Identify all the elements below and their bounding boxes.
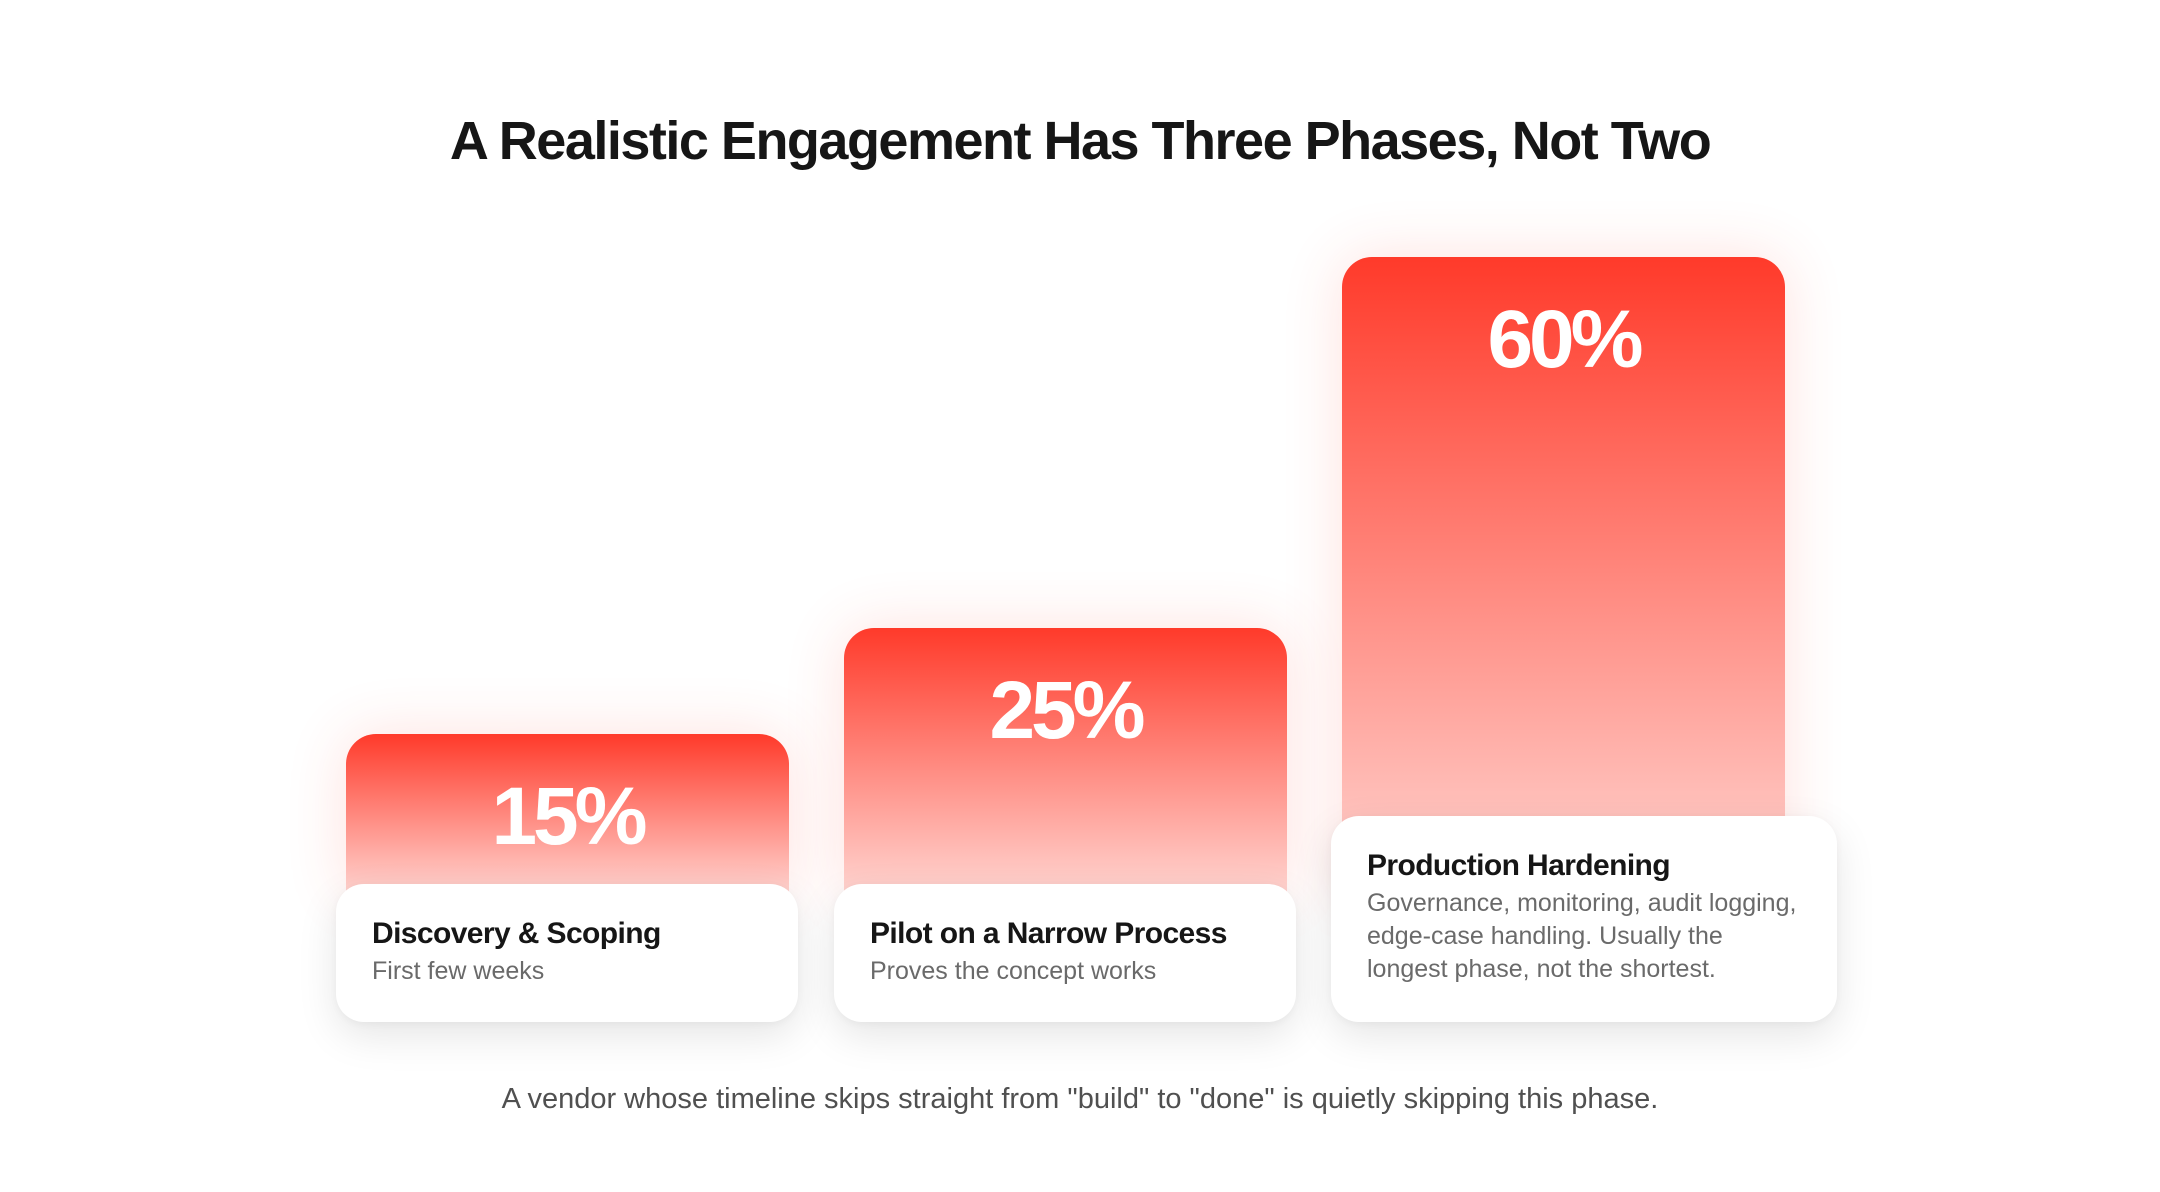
phase-card: Discovery & Scoping First few weeks	[336, 884, 798, 1022]
phase-title: Discovery & Scoping	[372, 917, 661, 950]
bar-3: 60%	[1342, 257, 1785, 893]
bar-value-label: 25%	[989, 665, 1145, 756]
phase-title: Production Hardening	[1367, 849, 1671, 882]
phase-title: Pilot on a Narrow Process	[870, 917, 1227, 950]
page-title: A Realistic Engagement Has Three Phases,…	[449, 111, 1712, 171]
phase-description: First few weeks	[372, 957, 545, 985]
footnote: A vendor whose timeline skips straight f…	[501, 1083, 1659, 1115]
bar-value-label: 15%	[491, 771, 647, 862]
bar-1: 15%	[346, 734, 789, 893]
phase-description: Proves the concept works	[870, 957, 1157, 985]
phase-card: Pilot on a Narrow Process Proves the conc…	[834, 884, 1296, 1022]
phase-description: Governance, monitoring, audit logging, e…	[1367, 889, 1797, 983]
phase-card: Production Hardening Governance, monitori…	[1331, 816, 1837, 1022]
bar-2: 25%	[844, 628, 1287, 893]
bar-value-label: 60%	[1487, 294, 1643, 385]
